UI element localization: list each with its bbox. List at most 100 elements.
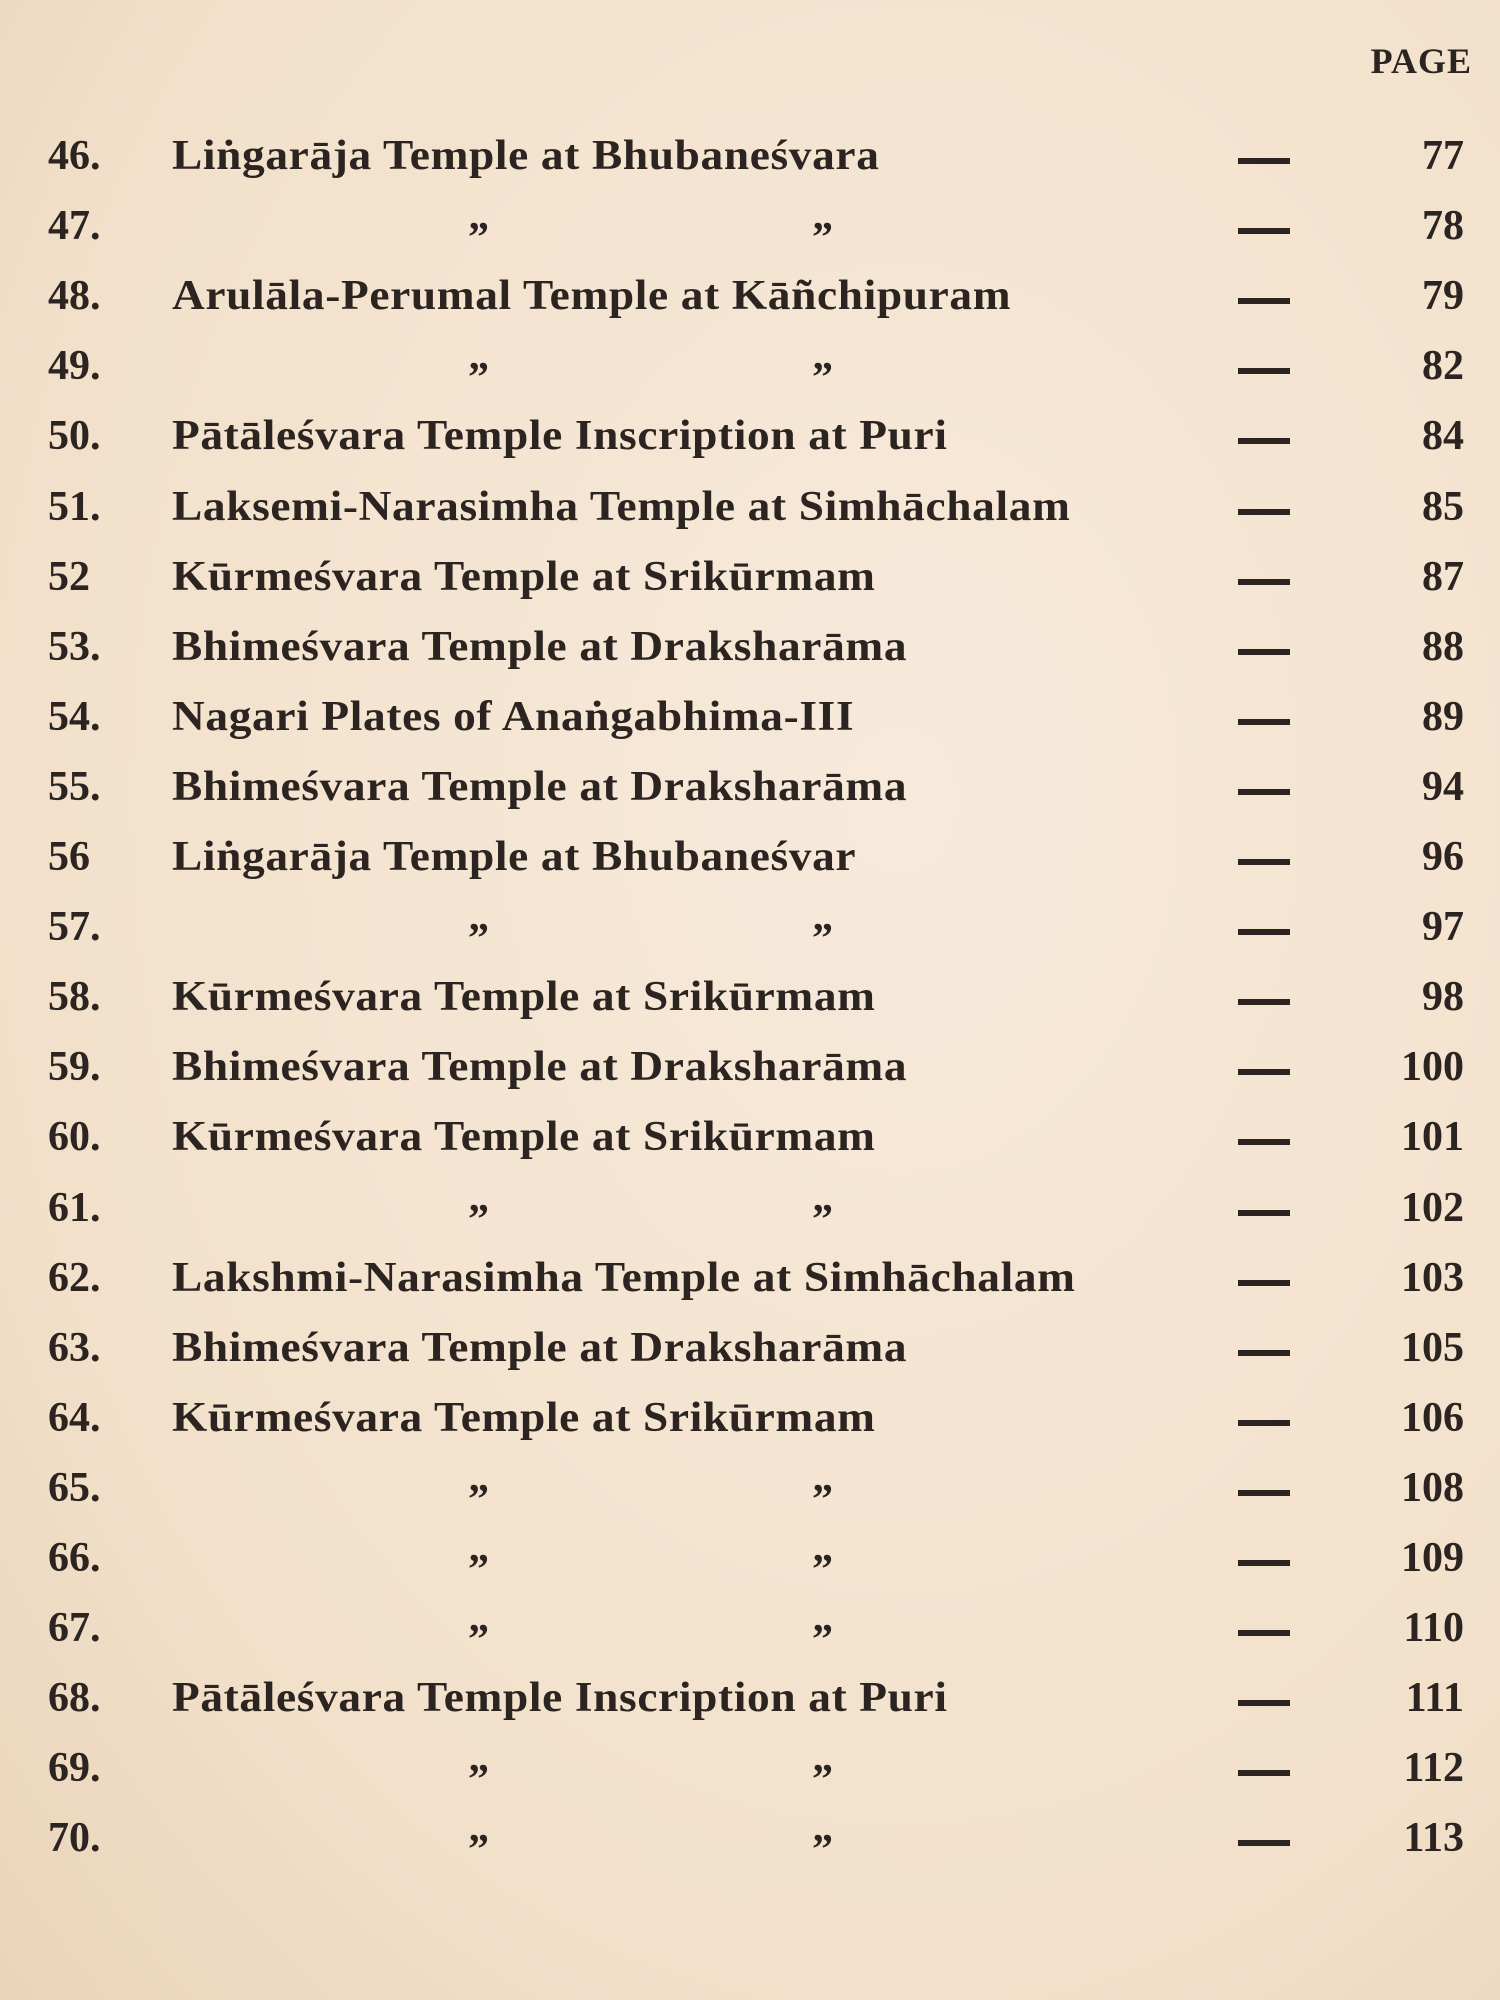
list-row: 52 Kūrmeśvara Temple at Srikūrmam 87 bbox=[0, 553, 1500, 613]
entry-title: Kūrmeśvara Temple at Srikūrmam bbox=[172, 1114, 876, 1161]
ditto-mark: ” bbox=[468, 916, 489, 963]
entry-number: 57. bbox=[48, 904, 101, 951]
entry-title: Kūrmeśvara Temple at Srikūrmam bbox=[172, 1394, 876, 1441]
leader-dash bbox=[1238, 1630, 1290, 1637]
page-number: 98 bbox=[1422, 974, 1464, 1021]
leader-dash bbox=[1238, 859, 1290, 865]
list-row: 60. Kūrmeśvara Temple at Srikūrmam 101 bbox=[0, 1113, 1500, 1173]
page-number: 77 bbox=[1422, 133, 1464, 179]
entry-number: 52 bbox=[48, 553, 90, 600]
leader-dash bbox=[1238, 648, 1290, 655]
ditto-mark: ” bbox=[468, 215, 489, 262]
list-row: 55. Bhimeśvara Temple at Draksharāma 94 bbox=[0, 763, 1500, 823]
entry-number: 56 bbox=[48, 834, 90, 880]
entry-title: Liṅgarāja Temple at Bhubaneśvara bbox=[172, 133, 880, 179]
ditto-mark: ” bbox=[812, 1476, 833, 1523]
page-number: 106 bbox=[1401, 1394, 1464, 1441]
ditto-mark: ” bbox=[468, 1196, 489, 1243]
page-number: 85 bbox=[1422, 483, 1464, 530]
ditto-mark: ” bbox=[812, 916, 833, 963]
leader-dash bbox=[1238, 368, 1290, 375]
list-row: 53. Bhimeśvara Temple at Draksharāma 88 bbox=[0, 623, 1500, 683]
leader-dash bbox=[1238, 1419, 1290, 1426]
ditto-mark: ” bbox=[812, 1547, 833, 1593]
list-row: 57. ” ” 97 bbox=[0, 903, 1500, 963]
list-row: 63. Bhimeśvara Temple at Draksharāma 105 bbox=[0, 1324, 1500, 1384]
entry-number: 70. bbox=[48, 1815, 101, 1862]
entry-number: 62. bbox=[48, 1254, 101, 1301]
entry-number: 46. bbox=[48, 133, 101, 179]
list-row: 69. ” ” 112 bbox=[0, 1744, 1500, 1804]
list-row: 58. Kūrmeśvara Temple at Srikūrmam 98 bbox=[0, 973, 1500, 1033]
page-number: 113 bbox=[1403, 1815, 1464, 1862]
list-row: 47. ” ” 78 bbox=[0, 202, 1500, 262]
leader-dash bbox=[1238, 508, 1290, 515]
ditto-mark: ” bbox=[468, 1827, 489, 1874]
list-row: 66. ” ” 109 bbox=[0, 1534, 1500, 1594]
entry-title: Laksemi-Narasimha Temple at Simhāchalam bbox=[172, 483, 1071, 530]
entry-number: 48. bbox=[48, 273, 101, 320]
entry-number: 66. bbox=[48, 1535, 101, 1581]
ditto-mark: ” bbox=[812, 1196, 833, 1243]
entry-title: Kūrmeśvara Temple at Srikūrmam bbox=[172, 974, 876, 1021]
list-row: 46. Liṅgarāja Temple at Bhubaneśvara 77 bbox=[0, 132, 1500, 192]
ditto-mark: ” bbox=[812, 355, 833, 402]
list-row: 68. Pātāleśvara Temple Inscription at Pur… bbox=[0, 1674, 1500, 1734]
ditto-mark: ” bbox=[468, 1757, 489, 1804]
leader-dash bbox=[1238, 438, 1290, 445]
entry-title: Pātāleśvara Temple Inscription at Puri bbox=[172, 413, 948, 460]
list-row: 59. Bhimeśvara Temple at Draksharāma 100 bbox=[0, 1043, 1500, 1103]
list-row: 48. Arulāla-Perumal Temple at Kāñchipuram… bbox=[0, 272, 1500, 332]
leader-dash bbox=[1238, 1209, 1290, 1216]
page-number: 101 bbox=[1401, 1114, 1464, 1161]
page-number: 97 bbox=[1422, 904, 1464, 951]
list-row: 56 Liṅgarāja Temple at Bhubaneśvar 96 bbox=[0, 833, 1500, 893]
entry-number: 60. bbox=[48, 1114, 101, 1161]
entry-number: 50. bbox=[48, 413, 101, 460]
entry-title: Nagari Plates of Anaṅgabhima-III bbox=[172, 693, 855, 740]
ditto-mark: ” bbox=[468, 1547, 489, 1593]
page-number: 109 bbox=[1401, 1535, 1464, 1581]
list-row: 61. ” ” 102 bbox=[0, 1184, 1500, 1244]
entry-title: Bhimeśvara Temple at Draksharāma bbox=[172, 763, 908, 810]
page-number: 110 bbox=[1403, 1605, 1464, 1652]
leader-dash bbox=[1238, 929, 1290, 936]
leader-dash bbox=[1238, 1560, 1290, 1566]
list-row: 49. ” ” 82 bbox=[0, 342, 1500, 402]
ditto-mark: ” bbox=[468, 1476, 489, 1523]
leader-dash bbox=[1238, 1069, 1290, 1076]
leader-dash bbox=[1238, 158, 1290, 164]
entry-number: 55. bbox=[48, 763, 101, 810]
list-row: 64. Kūrmeśvara Temple at Srikūrmam 106 bbox=[0, 1394, 1500, 1454]
ditto-mark: ” bbox=[812, 1617, 833, 1664]
entry-number: 65. bbox=[48, 1464, 101, 1511]
ditto-mark: ” bbox=[812, 1827, 833, 1874]
entry-number: 69. bbox=[48, 1745, 101, 1792]
entry-title: Pātāleśvara Temple Inscription at Puri bbox=[172, 1675, 948, 1722]
page-number: 96 bbox=[1422, 834, 1464, 880]
entry-number: 54. bbox=[48, 693, 101, 740]
page-number: 103 bbox=[1401, 1254, 1464, 1301]
entry-number: 67. bbox=[48, 1605, 101, 1652]
page-number: 87 bbox=[1422, 553, 1464, 600]
entry-number: 68. bbox=[48, 1675, 101, 1722]
entry-title: Kūrmeśvara Temple at Srikūrmam bbox=[172, 553, 876, 600]
entry-number: 61. bbox=[48, 1184, 101, 1231]
ditto-mark: ” bbox=[812, 215, 833, 262]
entry-title: Bhimeśvara Temple at Draksharāma bbox=[172, 1044, 908, 1091]
leader-dash bbox=[1238, 1279, 1290, 1286]
page-number: 108 bbox=[1401, 1464, 1464, 1511]
list-row: 50. Pātāleśvara Temple Inscription at Pur… bbox=[0, 412, 1500, 472]
leader-dash bbox=[1238, 1840, 1290, 1847]
list-row: 54. Nagari Plates of Anaṅgabhima-III 89 bbox=[0, 693, 1500, 753]
page-number: 100 bbox=[1401, 1044, 1464, 1091]
entry-title: Bhimeśvara Temple at Draksharāma bbox=[172, 1324, 908, 1371]
list-row: 51. Laksemi-Narasimha Temple at Simhāchal… bbox=[0, 483, 1500, 543]
page-number: 82 bbox=[1422, 343, 1464, 390]
page-number: 112 bbox=[1403, 1745, 1464, 1792]
entry-title: Arulāla-Perumal Temple at Kāñchipuram bbox=[172, 273, 1012, 320]
ditto-mark: ” bbox=[468, 355, 489, 402]
page-number: 105 bbox=[1401, 1324, 1464, 1371]
entry-number: 64. bbox=[48, 1394, 101, 1441]
